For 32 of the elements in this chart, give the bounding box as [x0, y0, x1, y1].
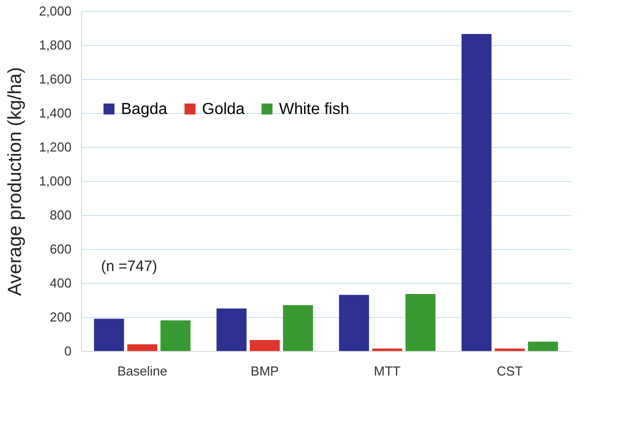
x-tick-label: MTT — [374, 364, 401, 378]
x-tick-label: CST — [496, 364, 523, 378]
legend-label: Bagda — [121, 101, 168, 118]
y-tick-label: 200 — [50, 310, 72, 324]
bar — [528, 342, 558, 351]
y-tick-label: 800 — [50, 208, 72, 222]
y-tick-label: 600 — [50, 242, 72, 256]
bar — [494, 348, 525, 351]
y-axis-title: Average production (kg/ha) — [4, 67, 26, 296]
bar — [94, 318, 124, 351]
annotation: (n =747) — [101, 258, 158, 275]
y-tick-label: 2,000 — [38, 4, 72, 18]
bar — [127, 344, 158, 351]
bar — [160, 320, 190, 351]
bar — [282, 305, 313, 351]
legend-label: White fish — [279, 101, 350, 118]
bar — [250, 340, 280, 351]
x-tick-label: Baseline — [117, 364, 168, 378]
y-tick-label: 0 — [64, 344, 72, 358]
y-tick-label: 1,600 — [38, 72, 72, 86]
legend-label: Golda — [202, 101, 245, 118]
bar — [372, 348, 402, 351]
bar — [216, 308, 247, 351]
bar — [462, 34, 492, 351]
y-tick-label: 1,400 — [38, 106, 72, 120]
y-tick-label: 1,800 — [38, 38, 72, 52]
y-tick-label: 400 — [50, 276, 72, 290]
bar — [405, 294, 436, 351]
x-tick-label: BMP — [250, 364, 279, 378]
bar — [339, 294, 370, 351]
y-tick-label: 1,200 — [38, 140, 72, 154]
y-tick-label: 1,000 — [38, 174, 72, 188]
